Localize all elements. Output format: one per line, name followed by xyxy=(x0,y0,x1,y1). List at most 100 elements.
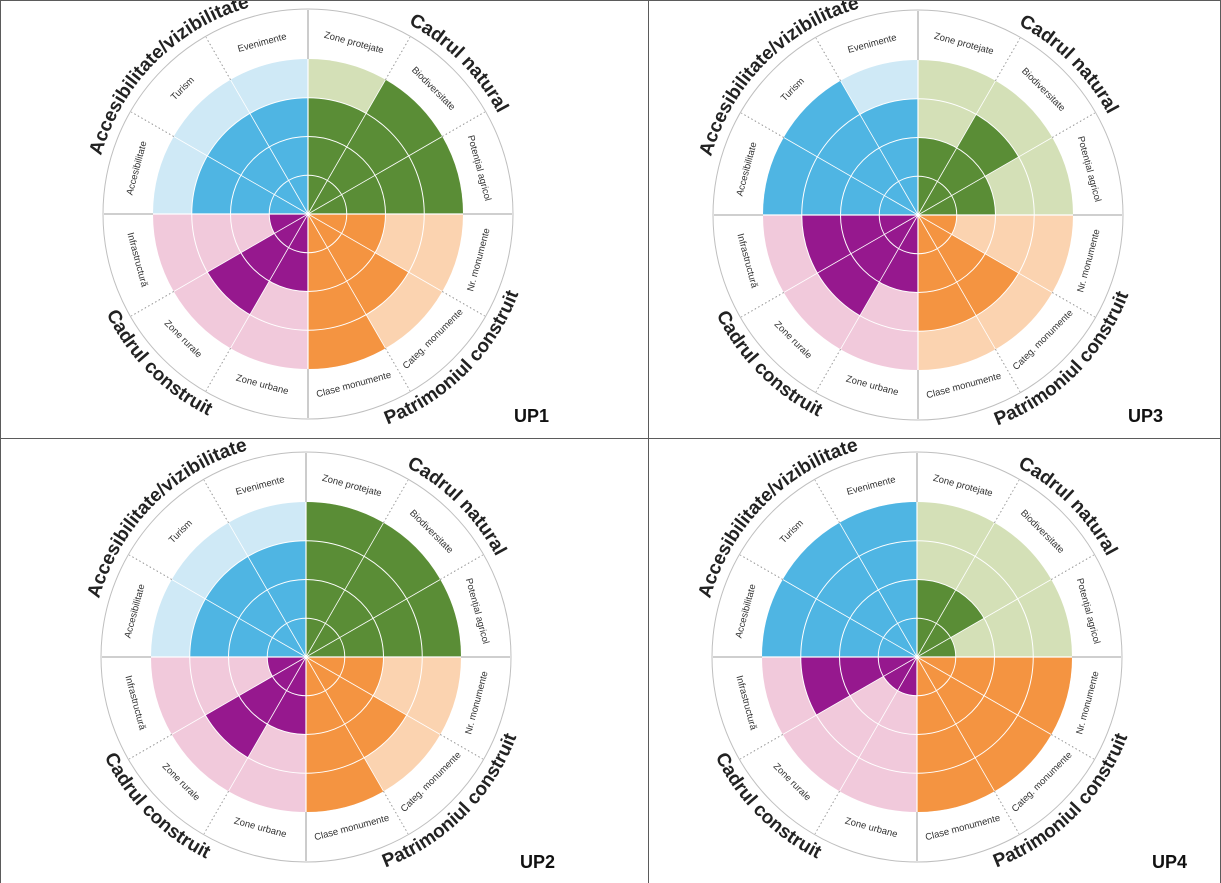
segment-value-clase-monumente xyxy=(917,657,995,812)
spoke-outer xyxy=(203,791,229,834)
segment-value-accesibilitate xyxy=(762,579,917,657)
segment-value-infrastructura xyxy=(801,215,918,274)
segment-value-accesibilitate xyxy=(189,598,306,657)
spoke-outer xyxy=(995,349,1021,392)
spoke-inner xyxy=(173,136,309,215)
spoke-inner xyxy=(782,656,918,735)
chart-label-up4: UP4 xyxy=(1152,852,1188,872)
segment-value-clase-monumente xyxy=(306,657,384,812)
segment-value-accesibilitate xyxy=(191,155,308,214)
spoke-outer xyxy=(442,291,485,317)
segment-value-nr-monumente xyxy=(306,657,384,696)
segment-value-turism xyxy=(207,113,308,214)
chart-cell-up1: Zone protejate Biodiversitate Potențial ag… xyxy=(1,1,648,438)
segment-value-categ-monumente xyxy=(917,657,1052,792)
spoke-inner xyxy=(171,656,307,735)
segment-value-zone-protejate xyxy=(306,502,384,657)
segment-background-nr-monumente xyxy=(918,215,1073,293)
segment-value-clase-monumente xyxy=(918,215,977,332)
segment-value-infrastructura xyxy=(267,657,306,677)
spoke-outer xyxy=(440,554,483,580)
spoke-outer xyxy=(129,734,172,760)
segment-value-potential-agricol xyxy=(308,136,463,214)
spoke-outer xyxy=(814,480,840,523)
spoke-outer xyxy=(205,348,231,391)
spoke-outer xyxy=(383,791,409,834)
segment-value-evenimente xyxy=(249,97,308,214)
spoke-inner xyxy=(916,656,1052,735)
segment-value-zone-rurale xyxy=(207,214,308,315)
spoke-outer xyxy=(994,480,1020,523)
spoke-outer xyxy=(740,734,783,760)
segment-value-turism xyxy=(782,522,917,657)
spoke-outer xyxy=(740,554,783,580)
spoke-inner xyxy=(917,214,1053,293)
segment-background-potential-agricol xyxy=(917,579,1072,657)
segment-value-biodiversitate xyxy=(917,589,985,657)
segment-value-biodiversitate xyxy=(306,522,441,657)
segment-value-zone-urbane xyxy=(879,215,918,293)
segment-value-biodiversitate xyxy=(918,114,1019,215)
spoke-outer xyxy=(383,480,409,523)
segment-value-nr-monumente xyxy=(308,214,386,253)
segment-value-turism xyxy=(783,80,918,216)
spoke-inner xyxy=(783,214,919,293)
spoke-outer xyxy=(741,292,784,318)
spoke-outer xyxy=(994,791,1020,834)
segment-value-turism xyxy=(205,556,306,657)
table-border-left xyxy=(0,0,1,883)
segment-value-zone-protejate xyxy=(917,579,956,657)
spoke-outer xyxy=(205,37,231,80)
spoke-inner xyxy=(228,522,307,658)
segment-value-evenimente xyxy=(247,540,306,657)
segment-value-nr-monumente xyxy=(917,657,1072,735)
segment-value-biodiversitate xyxy=(308,79,443,215)
spoke-inner xyxy=(839,656,918,792)
spoke-outer xyxy=(440,734,483,760)
spoke-inner xyxy=(305,522,384,658)
spoke-inner xyxy=(230,79,309,215)
spoke-inner xyxy=(783,137,919,216)
spoke-inner xyxy=(305,656,441,735)
segment-value-accesibilitate xyxy=(763,137,918,215)
spoke-outer xyxy=(203,480,229,523)
spoke-inner xyxy=(230,213,309,349)
spoke-inner xyxy=(305,579,441,658)
spoke-inner xyxy=(307,79,386,215)
spoke-outer xyxy=(1052,292,1095,318)
spoke-outer xyxy=(815,349,841,392)
spoke-outer xyxy=(385,37,411,80)
chart-label-up3: UP3 xyxy=(1128,406,1164,426)
spoke-outer xyxy=(741,112,784,138)
spoke-outer xyxy=(385,348,411,391)
chart-cell-up2: Zone protejate Biodiversitate Potențial ag… xyxy=(1,439,648,883)
spoke-outer xyxy=(131,291,174,317)
spoke-inner xyxy=(782,579,918,658)
segment-value-clase-monumente xyxy=(308,214,386,369)
spoke-outer xyxy=(131,111,174,137)
segment-background-infrastructura xyxy=(151,657,306,735)
table-border-middle xyxy=(0,438,1221,439)
spoke-inner xyxy=(305,656,384,792)
spoke-inner xyxy=(307,136,443,215)
spoke-inner xyxy=(307,213,386,349)
segment-value-categ-monumente xyxy=(918,215,1019,316)
segment-value-zone-rurale xyxy=(205,657,306,758)
segment-value-nr-monumente xyxy=(918,215,957,235)
segment-value-categ-monumente xyxy=(306,657,407,758)
segment-value-zone-urbane xyxy=(267,657,306,735)
spoke-inner xyxy=(917,137,1053,216)
spoke-inner xyxy=(839,522,918,658)
segment-value-infrastructura xyxy=(269,214,308,234)
chart-cell-up3: Zone protejate Biodiversitate Potențial ag… xyxy=(649,1,1220,438)
spoke-outer xyxy=(814,791,840,834)
spoke-inner xyxy=(307,213,443,292)
spoke-inner xyxy=(916,656,995,792)
spoke-outer xyxy=(995,38,1021,81)
spoke-inner xyxy=(171,579,307,658)
